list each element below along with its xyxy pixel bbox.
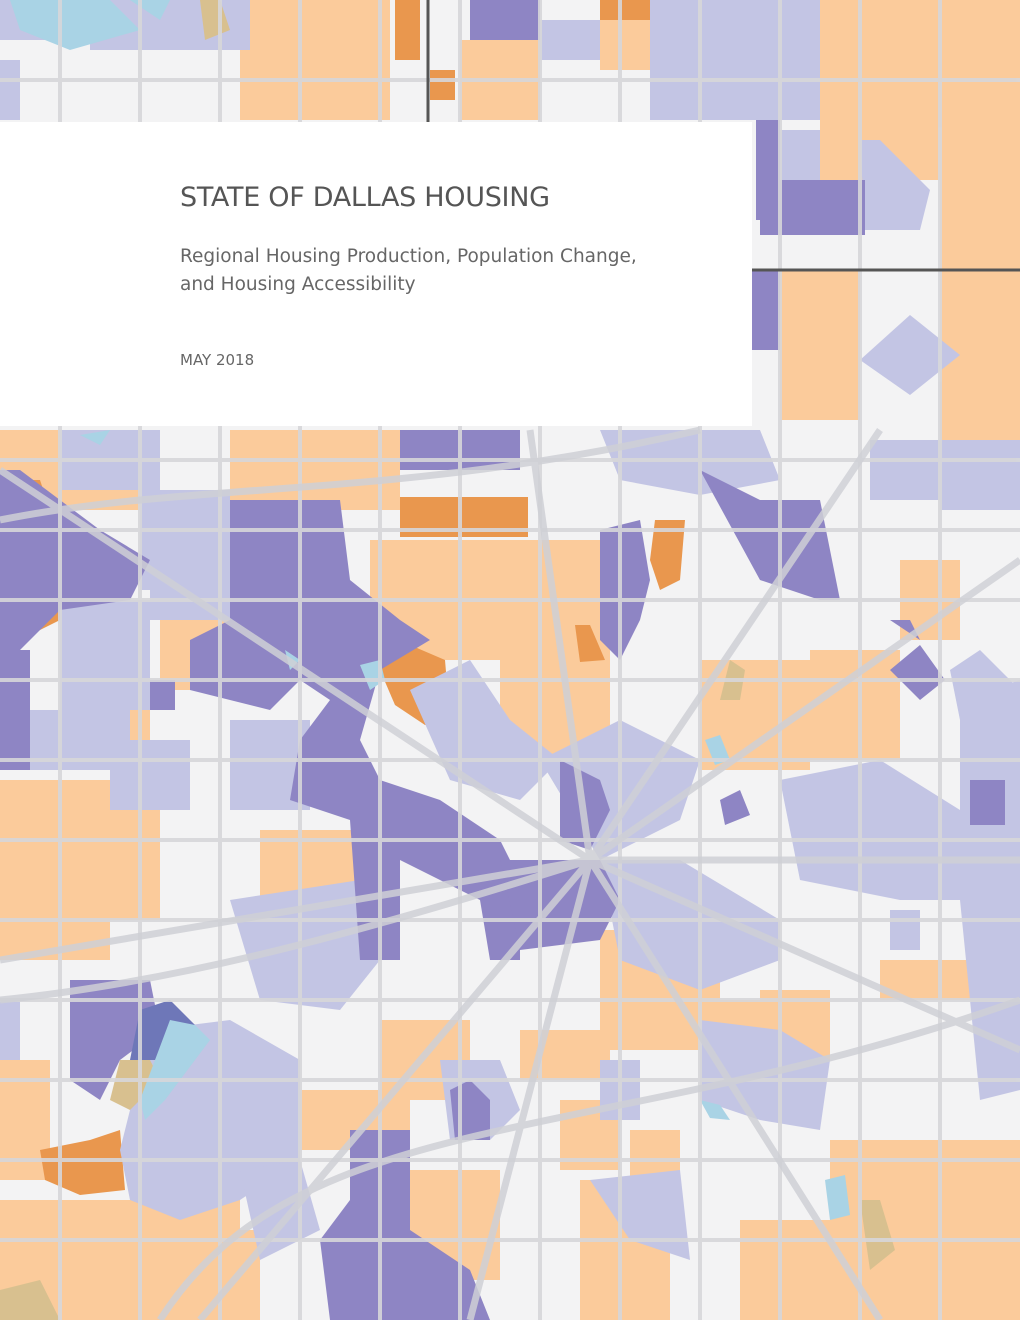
cover-title: STATE OF DALLAS HOUSING	[180, 182, 550, 213]
cover-subtitle: Regional Housing Production, Population …	[180, 243, 740, 299]
tan-regions	[0, 0, 895, 1320]
title-panel	[0, 122, 752, 426]
cover-subtitle-line-2: and Housing Accessibility	[180, 274, 416, 295]
cover-date: MAY 2018	[180, 351, 255, 369]
deep-blue-tract	[130, 1000, 195, 1060]
cover-subtitle-line-1: Regional Housing Production, Population …	[180, 246, 637, 267]
highways	[0, 426, 1020, 1320]
county-boundaries	[426, 0, 1020, 272]
water-bodies	[10, 0, 850, 1220]
